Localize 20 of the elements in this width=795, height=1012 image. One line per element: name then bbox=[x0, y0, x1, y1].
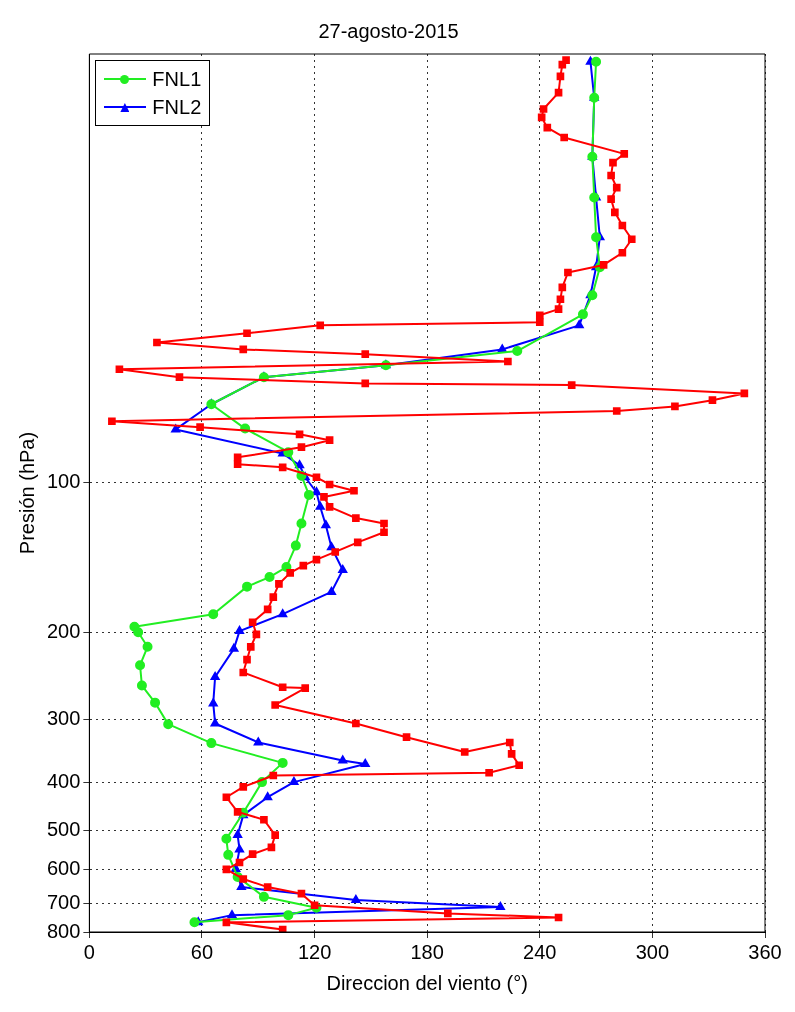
y-tick-label: 400 bbox=[46, 769, 81, 792]
x-tick-label: 0 bbox=[83, 940, 95, 963]
y-tick-label: 700 bbox=[46, 890, 81, 913]
y-tick-label: 100 bbox=[46, 469, 81, 492]
y-tick-label: 800 bbox=[46, 919, 81, 942]
legend-label: FNL2 bbox=[152, 95, 202, 119]
y-axis-title: Presión (hPa) bbox=[15, 431, 38, 555]
chart-title: 27-agosto-2015 bbox=[318, 19, 459, 42]
x-tick-label: 240 bbox=[523, 940, 557, 963]
x-tick-label: 300 bbox=[635, 940, 670, 963]
y-tick-label: 300 bbox=[46, 707, 81, 730]
x-tick-label: 120 bbox=[297, 940, 332, 963]
x-tick-label: 60 bbox=[190, 940, 214, 963]
y-tick-label: 200 bbox=[46, 619, 81, 642]
x-tick-label: 360 bbox=[748, 940, 782, 963]
x-axis-title: Direccion del viento (°) bbox=[326, 971, 528, 994]
x-tick-label: 180 bbox=[410, 940, 444, 963]
y-tick-label: 600 bbox=[46, 857, 81, 880]
y-tick-label: 500 bbox=[46, 817, 81, 840]
legend-label: FNL1 bbox=[152, 67, 202, 91]
